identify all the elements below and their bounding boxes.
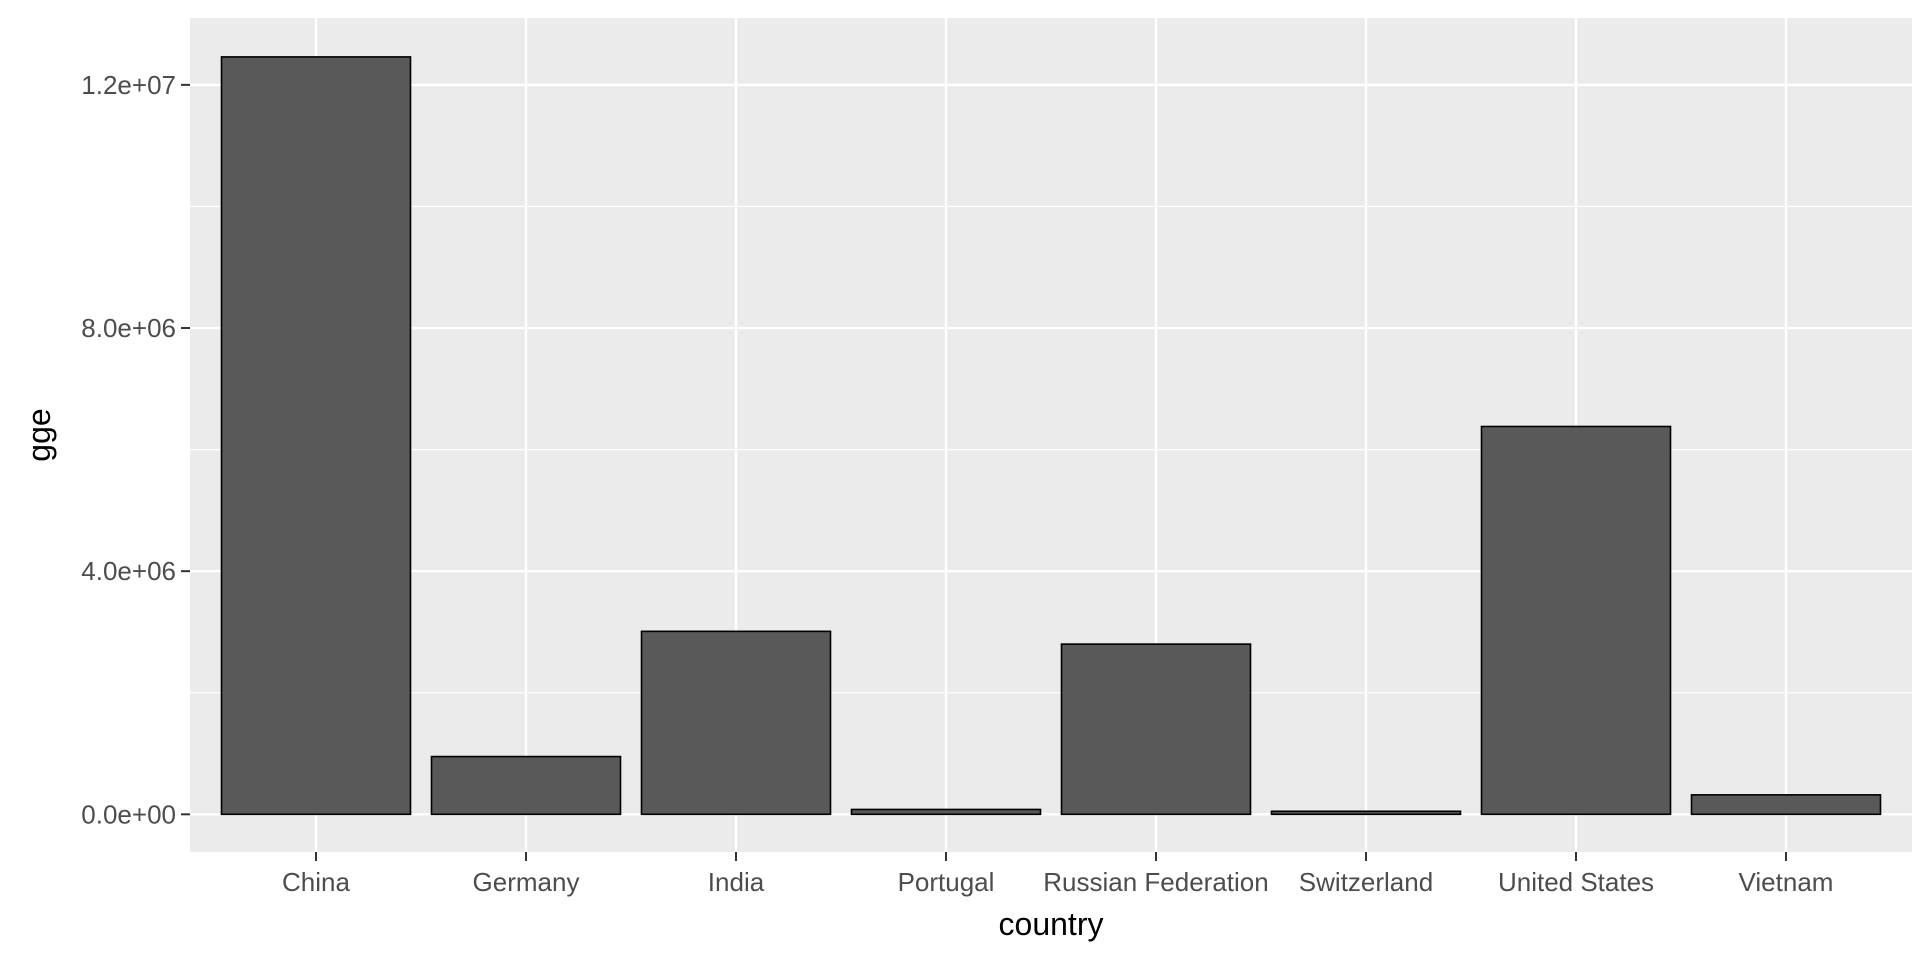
x-tick-label: Russian Federation (1043, 867, 1268, 897)
x-tick-label: Portugal (898, 867, 995, 897)
bar-india (640, 630, 832, 816)
y-tick-label: 4.0e+06 (81, 556, 176, 586)
bar-switzerland (1270, 810, 1462, 816)
y-axis-title: gge (21, 408, 57, 461)
x-tick-label: Switzerland (1299, 867, 1433, 897)
bar-vietnam (1690, 794, 1882, 816)
x-axis-title: country (999, 906, 1104, 942)
x-tick-label: India (708, 867, 765, 897)
bars (220, 56, 1882, 816)
bar-china (220, 56, 412, 816)
bar-germany (430, 755, 622, 816)
x-tick-label: China (282, 867, 350, 897)
bar-russian-federation (1060, 643, 1252, 816)
x-tick-label: Germany (473, 867, 580, 897)
y-tick-label: 0.0e+00 (81, 799, 176, 829)
x-tick-label: Vietnam (1739, 867, 1834, 897)
bar-united-states (1480, 425, 1672, 816)
y-axis-ticks: 0.0e+00 4.0e+06 8.0e+06 1.2e+07 (81, 70, 190, 829)
x-tick-label: United States (1498, 867, 1654, 897)
bar-portugal (850, 808, 1042, 816)
y-tick-label: 8.0e+06 (81, 313, 176, 343)
x-axis-ticks: China Germany India Portugal Russian Federat… (282, 852, 1833, 897)
y-tick-label: 1.2e+07 (81, 70, 176, 100)
